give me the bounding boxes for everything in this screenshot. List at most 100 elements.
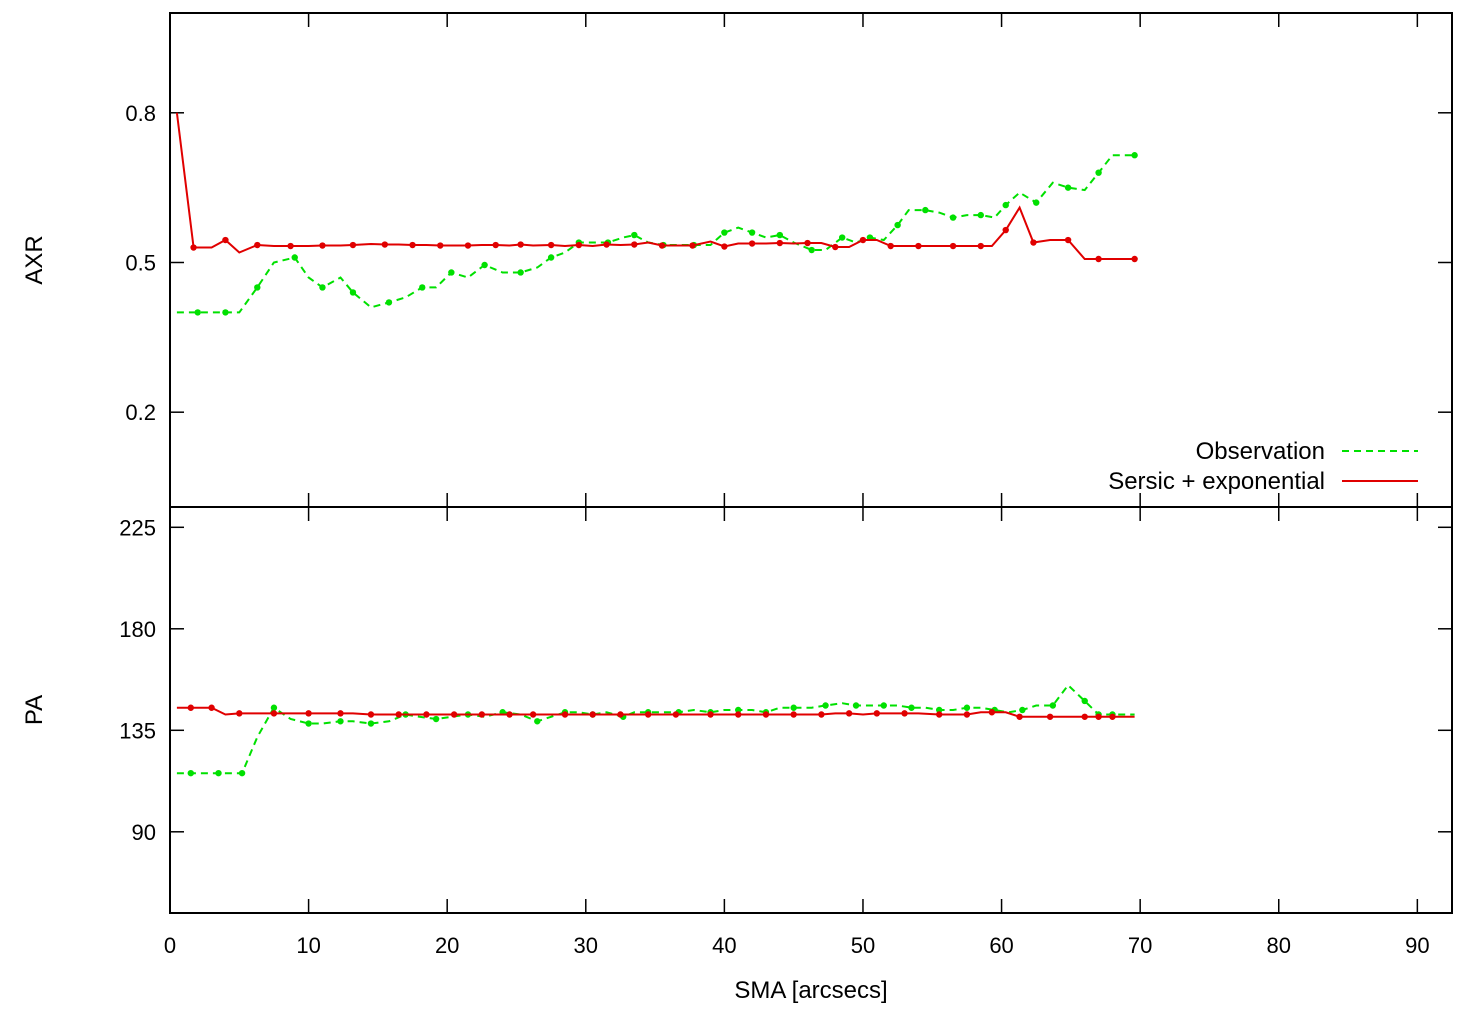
x-tick-label: 70 [1128,933,1152,958]
data-point-observation [385,299,393,306]
data-point-observation [194,309,201,316]
x-tick-label: 30 [574,933,598,958]
data-point-sersic-exponential [859,236,867,244]
y-axis-title: PA [21,695,48,725]
y-tick-label: 135 [119,718,156,743]
data-point-observation [936,706,943,714]
x-tick-label: 0 [164,933,176,958]
data-point-sersic-exponential [190,244,197,251]
data-point-sersic-exponential [478,711,486,718]
y-tick-label: 0.2 [125,400,156,425]
data-point-sersic-exponential [506,711,513,718]
data-point-sersic-exponential [873,710,881,717]
data-point-sersic-exponential [735,711,742,718]
data-point-sersic-exponential [790,711,797,718]
data-point-sersic-exponential [721,243,728,250]
data-point-sersic-exponential [936,711,943,718]
data-point-sersic-exponential [1064,236,1072,244]
legend-label: Observation [1196,438,1325,465]
data-point-observation [822,702,829,709]
data-point-sersic-exponential [492,241,499,249]
data-point-sersic-exponential [287,242,294,250]
x-axis-title: SMA [arcsecs] [734,977,887,1004]
data-point-sersic-exponential [450,711,458,718]
y-tick-label: 180 [119,617,156,642]
data-point-sersic-exponential [644,711,652,718]
data-point-observation [1131,152,1138,159]
series-line-observation [176,683,1135,775]
data-point-observation [419,284,426,291]
data-point-sersic-exponential [236,710,243,717]
data-point-sersic-exponential [337,710,344,717]
data-point-sersic-exponential [672,711,680,718]
data-point-observation [547,254,555,261]
panel-frame-0 [169,12,1453,508]
y-tick-label: 0.8 [125,101,156,126]
panel-frame-1 [169,506,1453,914]
data-point-sersic-exponential [464,242,472,249]
data-point-sersic-exponential [349,241,357,249]
data-point-sersic-exponential [631,241,638,248]
data-point-sersic-exponential [395,711,402,718]
data-point-sersic-exponential [423,711,430,718]
data-point-observation [432,715,440,723]
y-tick-label: 225 [119,515,156,540]
data-point-sersic-exponential [804,239,811,247]
data-point-sersic-exponential [437,242,444,249]
data-point-sersic-exponential [617,711,624,718]
x-tick-label: 10 [296,933,320,958]
data-point-observation [337,718,344,725]
data-point-sersic-exponential [561,711,569,718]
data-point-sersic-exponential [1046,713,1054,720]
data-point-sersic-exponential [187,704,194,711]
data-point-observation [894,221,901,229]
data-point-sersic-exponential [603,241,610,248]
data-point-sersic-exponential [1081,713,1088,720]
data-point-sersic-exponential [1030,239,1037,246]
data-point-sersic-exponential [517,241,524,248]
data-point-observation [1019,706,1026,714]
data-point-observation [922,206,929,214]
data-point-observation [291,254,298,261]
data-point-observation [852,702,860,709]
data-point-sersic-exponential [1002,226,1009,234]
pa-panel: 90 135 180 225 PA [21,506,1453,914]
data-point-observation [238,769,246,777]
x-tick-label: 90 [1405,933,1429,958]
data-point-observation [222,309,229,316]
y-tick-label: 90 [132,820,156,845]
data-point-sersic-exponential [1016,713,1023,720]
data-point-sersic-exponential [547,241,555,249]
data-point-sersic-exponential [1131,255,1138,263]
data-point-sersic-exponential [1095,255,1102,263]
x-tick-label: 40 [712,933,736,958]
data-point-sersic-exponential [832,243,839,251]
x-axis: 0 10 20 30 40 50 60 70 80 90 SMA [arcsecs] [164,933,1430,1004]
data-point-sersic-exponential [963,711,971,718]
y-axis-title: AXR [21,235,48,284]
data-point-observation [880,702,887,709]
data-point-observation [270,704,278,711]
series-line-sersic-exponential [175,112,1135,260]
data-point-observation [215,769,222,777]
data-point-sersic-exponential [589,711,596,718]
data-point-observation [254,284,261,291]
data-point-observation [949,214,957,221]
data-point-observation [534,718,541,725]
data-point-sersic-exponential [689,242,696,249]
data-point-sersic-exponential [575,241,583,249]
data-point-sersic-exponential [1095,713,1102,720]
x-tick-label: 20 [435,933,459,958]
data-point-sersic-exponential [748,240,756,247]
data-point-sersic-exponential [901,710,908,717]
data-point-observation [367,720,375,727]
data-point-sersic-exponential [381,241,389,248]
data-point-observation [838,234,846,241]
data-point-sersic-exponential [254,241,261,249]
data-point-observation [908,704,915,711]
data-point-observation [1064,184,1072,191]
data-point-observation [790,704,797,711]
data-point-observation [963,704,971,711]
data-point-sersic-exponential [776,239,784,247]
